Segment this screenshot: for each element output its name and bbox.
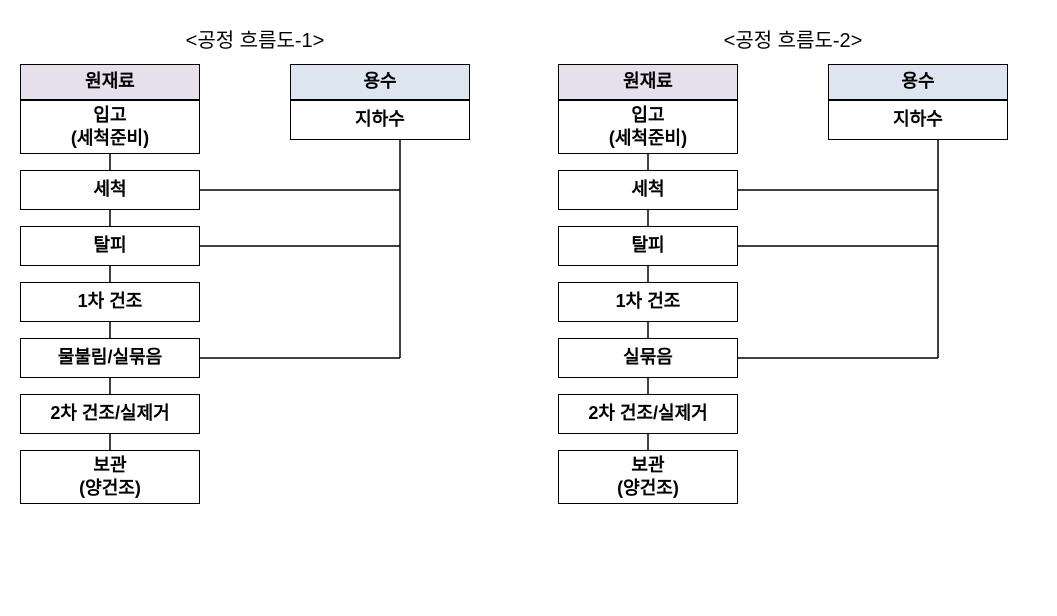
chart2-right-header: 용수 [828,64,1008,100]
chart2-step-6: 보관 (양건조) [558,450,738,504]
chart1-step-3: 1차 건조 [20,282,200,322]
chart1-step-2: 탈피 [20,226,200,266]
chart1-title: <공정 흐름도-1> [20,24,490,53]
chart1-step-4: 물불림/실묶음 [20,338,200,378]
chart1-right-header: 용수 [290,64,470,100]
chart2-title: <공정 흐름도-2> [558,24,1028,53]
chart1-container: <공정 흐름도-1> 원재료 용수지하수 입고 (세척준비) 세척탈피 1차 건조물불림/… [20,24,490,604]
chart1-left-header: 원재료 [20,64,200,100]
chart2-right-sub: 지하수 [828,100,1008,140]
chart2-container: <공정 흐름도-2> 원재료 용수지하수 입고 (세척준비) 세척탈피 1차 건조실묶음 2… [558,24,1028,604]
chart1-step-6: 보관 (양건조) [20,450,200,504]
chart2-step-2: 탈피 [558,226,738,266]
chart2-step-5: 2차 건조/실제거 [558,394,738,434]
chart2-step-4: 실묶음 [558,338,738,378]
chart2-step-3: 1차 건조 [558,282,738,322]
chart2-step-0: 입고 (세척준비) [558,100,738,154]
chart1-right-sub: 지하수 [290,100,470,140]
chart1-step-5: 2차 건조/실제거 [20,394,200,434]
chart2-step-1: 세척 [558,170,738,210]
chart2-left-header: 원재료 [558,64,738,100]
chart1-step-1: 세척 [20,170,200,210]
chart1-step-0: 입고 (세척준비) [20,100,200,154]
